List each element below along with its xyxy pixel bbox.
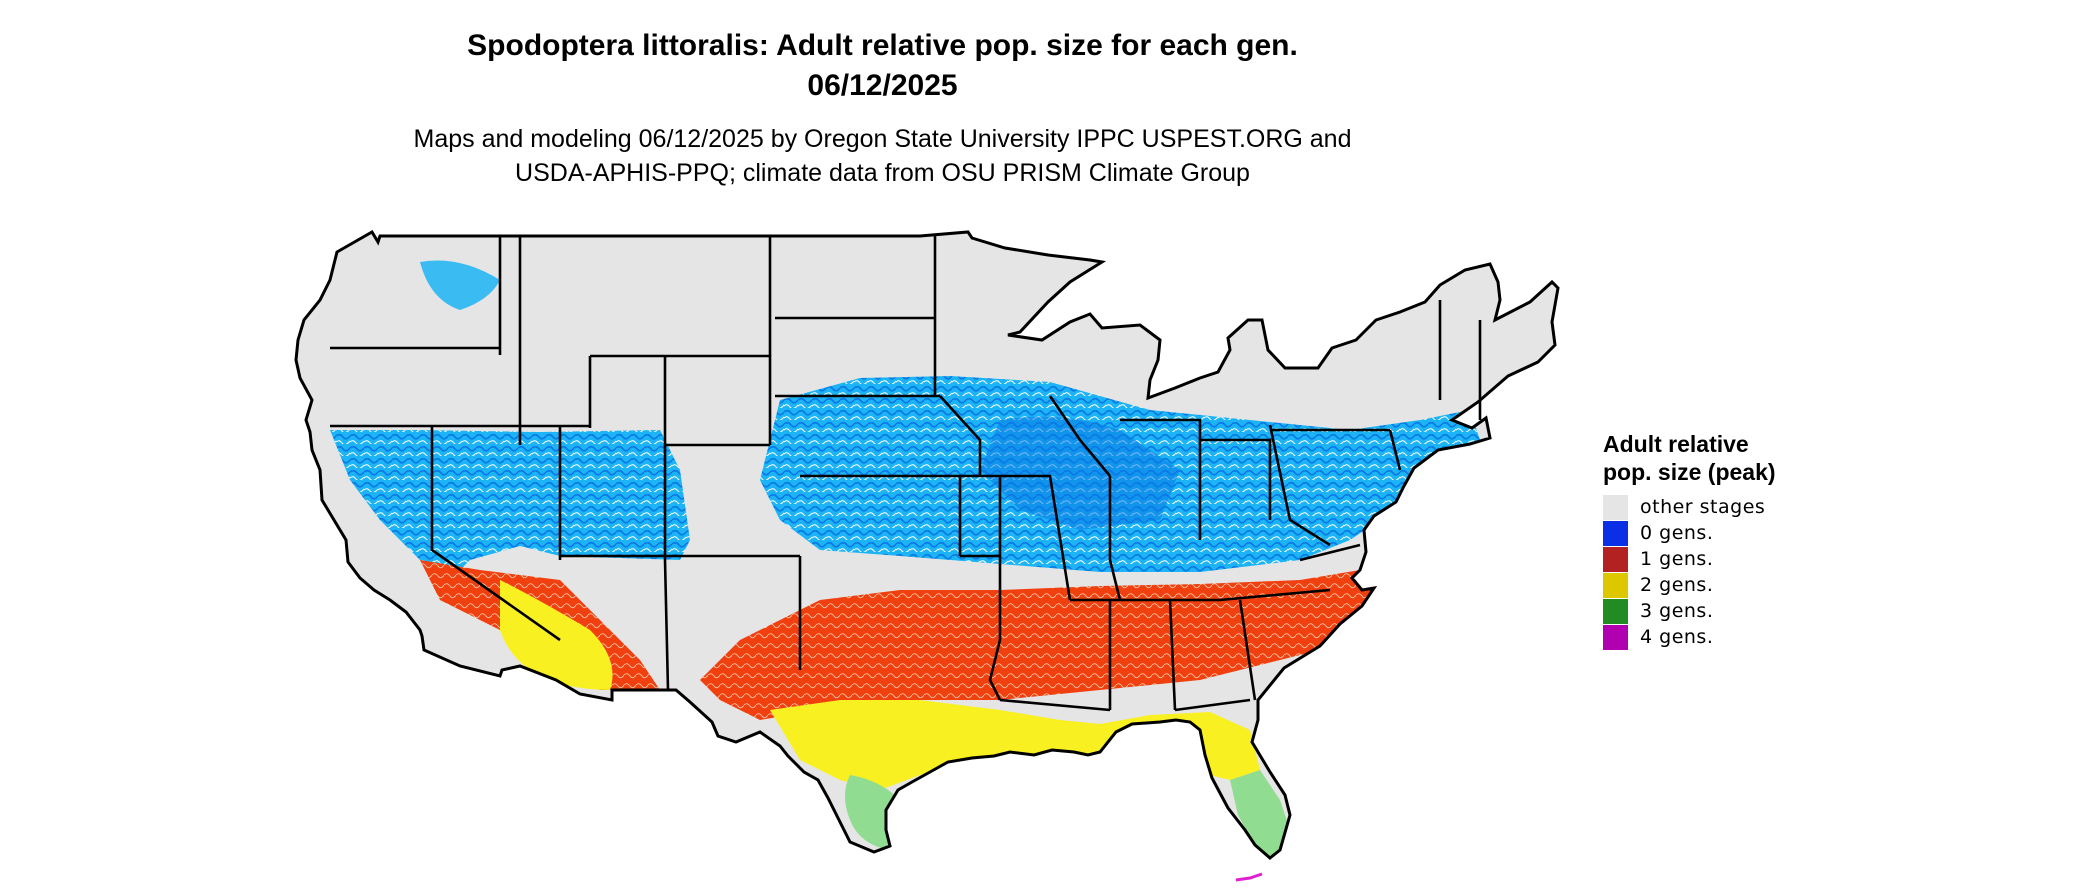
legend-swatch: [1603, 546, 1628, 572]
legend-label: 1 gens.: [1640, 548, 1714, 570]
legend-swatch: [1603, 598, 1628, 624]
legend-swatch: [1603, 572, 1628, 598]
zone-gulf-yellow: [770, 700, 1260, 790]
zone-nw-blue: [420, 260, 500, 310]
state-borders: [330, 236, 1482, 712]
title-line-2: 06/12/2025: [807, 69, 958, 102]
legend-item: 0 gens.: [1603, 520, 1803, 546]
legend-swatch: [1603, 624, 1628, 650]
legend-item: 2 gens.: [1603, 572, 1803, 598]
legend-label: 0 gens.: [1640, 522, 1714, 544]
zone-midwest-darkblue: [980, 416, 1180, 530]
zone-desert-yellow: [500, 580, 613, 690]
zone-west-blue: [330, 430, 690, 580]
legend-item: 3 gens.: [1603, 598, 1803, 624]
legend-item: 4 gens.: [1603, 624, 1803, 650]
map-title: Spodoptera littoralis: Adult relative po…: [0, 26, 1765, 106]
map-subtitle: Maps and modeling 06/12/2025 by Oregon S…: [0, 122, 1765, 190]
legend-title: Adult relative pop. size (peak): [1603, 431, 1776, 485]
legend-swatch: [1603, 520, 1628, 546]
zone-keys-magenta: [1235, 872, 1263, 882]
legend-swatch: [1603, 494, 1628, 520]
subtitle-line-1: Maps and modeling 06/12/2025 by Oregon S…: [413, 125, 1352, 153]
zone-south-orange: [700, 570, 1380, 720]
title-line-1: Spodoptera littoralis: Adult relative po…: [467, 29, 1298, 62]
legend-label: 2 gens.: [1640, 574, 1714, 596]
subtitle-line-2: USDA-APHIS-PPQ; climate data from OSU PR…: [515, 159, 1250, 187]
legend-item: other stages: [1603, 494, 1803, 520]
zone-fl-green: [1230, 770, 1290, 858]
legend: Adult relative pop. size (peak) other st…: [1603, 430, 1803, 650]
legend-label: 3 gens.: [1640, 600, 1714, 622]
legend-label: other stages: [1640, 496, 1766, 518]
legend-items: other stages 0 gens. 1 gens. 2 gens. 3 g…: [1603, 494, 1803, 650]
legend-item: 1 gens.: [1603, 546, 1803, 572]
legend-label: 4 gens.: [1640, 626, 1714, 648]
